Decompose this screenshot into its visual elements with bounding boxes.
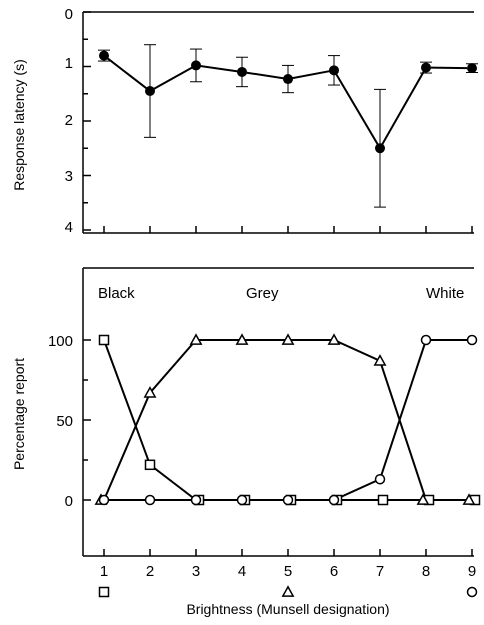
report-point-circle bbox=[328, 494, 340, 506]
latency-point bbox=[237, 66, 247, 77]
latency-ytick-label: 0 bbox=[65, 6, 73, 23]
report-point-circle bbox=[466, 334, 478, 346]
latency-point bbox=[421, 62, 431, 73]
report-y-title: Percentage report bbox=[11, 358, 27, 470]
report-key-marker-triangle bbox=[281, 585, 295, 597]
report-ytick-label: 50 bbox=[56, 413, 73, 430]
latency-y-title: Response latency (s) bbox=[11, 59, 27, 191]
report-point-square bbox=[144, 459, 156, 471]
report-series-lines bbox=[103, 339, 472, 501]
latency-point bbox=[467, 63, 477, 74]
report-point-triangle bbox=[189, 333, 203, 345]
report-points bbox=[94, 333, 481, 506]
report-point-circle bbox=[282, 494, 294, 506]
report-series-line-triangle bbox=[103, 339, 472, 501]
latency-point bbox=[283, 74, 293, 85]
report-point-circle bbox=[236, 494, 248, 506]
report-point-triangle bbox=[327, 333, 341, 345]
latency-panel: 0 1 2 3 4 Response latency (s) bbox=[11, 6, 478, 236]
latency-error-bars bbox=[98, 44, 478, 208]
report-xtick-label: 5 bbox=[284, 563, 292, 580]
report-xtick-label: 6 bbox=[330, 563, 338, 580]
report-below-axis-markers bbox=[98, 585, 478, 598]
latency-ytick-label: 2 bbox=[65, 112, 73, 129]
report-xtick-label: 2 bbox=[146, 563, 154, 580]
report-series-line-circle bbox=[104, 339, 472, 501]
latency-series-segment bbox=[430, 66, 468, 70]
report-series-line-square bbox=[103, 339, 472, 501]
annotation-white: White bbox=[426, 285, 464, 302]
report-panel: 100 50 0 Percentage report 1 2 3 4 5 6 7… bbox=[11, 267, 481, 617]
report-key-marker-square bbox=[98, 586, 110, 598]
report-point-circle bbox=[374, 473, 386, 485]
report-xtick-label: 7 bbox=[376, 563, 384, 580]
report-xtick-label: 1 bbox=[100, 563, 108, 580]
report-point-triangle bbox=[416, 493, 430, 505]
report-key-marker-circle bbox=[466, 586, 478, 598]
latency-ticks bbox=[83, 11, 473, 233]
latency-point bbox=[191, 60, 201, 71]
report-ytick-label: 0 bbox=[65, 493, 73, 510]
latency-ytick-label: 3 bbox=[65, 168, 73, 185]
latency-point bbox=[99, 50, 109, 61]
latency-point bbox=[329, 65, 339, 76]
report-point-triangle bbox=[143, 386, 157, 398]
report-point-circle bbox=[420, 334, 432, 346]
report-xtick-label: 3 bbox=[192, 563, 200, 580]
report-ticks bbox=[83, 339, 473, 556]
report-point-circle bbox=[190, 494, 202, 506]
report-xtick-label: 8 bbox=[422, 563, 430, 580]
report-xtick-label: 9 bbox=[468, 563, 476, 580]
report-x-title: Brightness (Munsell designation) bbox=[186, 601, 389, 617]
report-point-triangle bbox=[373, 354, 387, 366]
latency-series-line bbox=[103, 54, 427, 151]
latency-point bbox=[375, 143, 385, 154]
report-xtick-label: 4 bbox=[238, 563, 246, 580]
latency-ytick-label: 1 bbox=[65, 55, 73, 72]
latency-point bbox=[145, 86, 155, 97]
latency-points bbox=[99, 50, 477, 154]
report-xtick-labels: 1 2 3 4 5 6 7 8 9 bbox=[100, 563, 476, 580]
report-point-triangle bbox=[281, 333, 295, 345]
report-point-circle bbox=[98, 494, 110, 506]
report-point-square bbox=[377, 494, 389, 506]
annotation-grey: Grey bbox=[246, 285, 279, 302]
report-point-triangle bbox=[462, 493, 476, 505]
report-point-triangle bbox=[235, 333, 249, 345]
latency-ytick-label: 4 bbox=[65, 219, 73, 236]
report-point-circle bbox=[144, 494, 156, 506]
annotation-black: Black bbox=[98, 285, 135, 302]
report-ytick-label: 100 bbox=[48, 333, 73, 350]
report-point-square bbox=[98, 334, 110, 346]
